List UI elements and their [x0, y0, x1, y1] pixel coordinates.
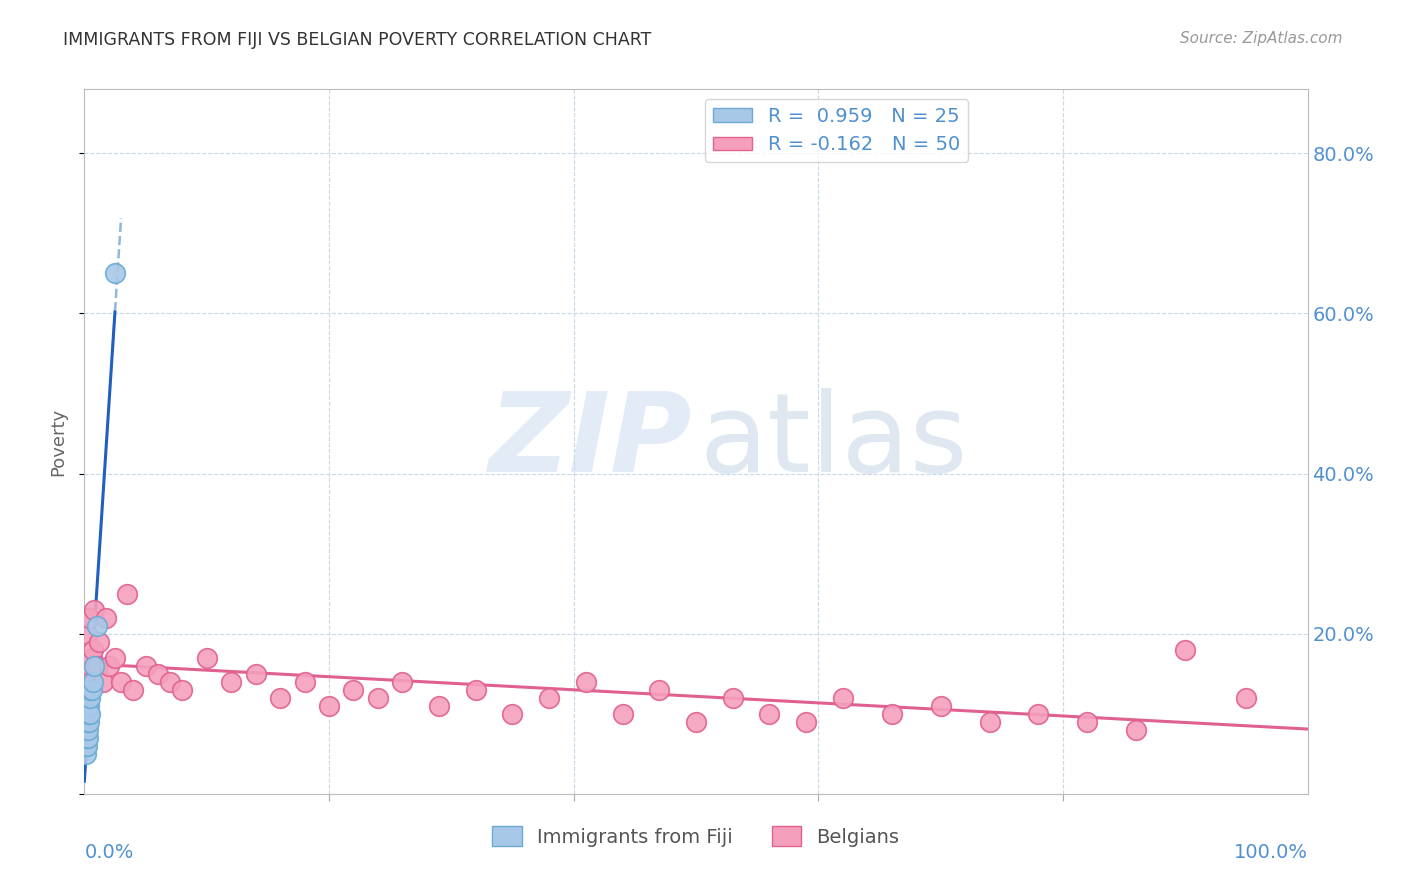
Point [79, 682, 101, 697]
Point [75, 747, 97, 761]
Point [502, 706, 524, 721]
Point [76, 626, 98, 640]
Point [96, 610, 118, 624]
Point [77, 698, 100, 713]
Point [104, 650, 127, 665]
Point [77, 610, 100, 624]
Point [77, 698, 100, 713]
Point [1125, 723, 1147, 737]
Point [929, 698, 952, 713]
Point [76, 714, 98, 729]
Point [391, 674, 413, 689]
Point [83, 603, 105, 617]
Point [76, 723, 98, 737]
Point [648, 682, 671, 697]
Point [77, 723, 100, 737]
Point [79, 690, 101, 705]
Point [75, 739, 97, 753]
Point [75, 690, 97, 705]
Point [77, 714, 100, 729]
Point [146, 666, 169, 681]
Point [612, 706, 634, 721]
Point [1174, 642, 1197, 657]
Point [76, 739, 98, 753]
Point [80, 682, 103, 697]
Point [79, 674, 101, 689]
Point [758, 706, 780, 721]
Text: 100.0%: 100.0% [1233, 843, 1308, 863]
Legend: Immigrants from Fiji, Belgians: Immigrants from Fiji, Belgians [485, 819, 907, 855]
Point [831, 690, 853, 705]
Point [86, 618, 108, 632]
Point [77, 714, 100, 729]
Text: Source: ZipAtlas.com: Source: ZipAtlas.com [1180, 31, 1343, 46]
Point [1076, 714, 1098, 729]
Point [538, 690, 561, 705]
Point [794, 714, 817, 729]
Point [342, 682, 364, 697]
Text: ZIP: ZIP [489, 388, 692, 495]
Point [80, 650, 103, 665]
Point [77, 690, 100, 705]
Point [77, 706, 100, 721]
Point [77, 706, 100, 721]
Text: IMMIGRANTS FROM FIJI VS BELGIAN POVERTY CORRELATION CHART: IMMIGRANTS FROM FIJI VS BELGIAN POVERTY … [63, 31, 651, 49]
Y-axis label: Poverty: Poverty [49, 408, 67, 475]
Point [294, 674, 316, 689]
Point [77, 731, 100, 745]
Point [135, 658, 157, 673]
Point [82, 674, 104, 689]
Point [87, 634, 110, 648]
Point [367, 690, 389, 705]
Point [122, 682, 145, 697]
Point [318, 698, 340, 713]
Point [427, 698, 450, 713]
Point [269, 690, 291, 705]
Point [880, 706, 903, 721]
Point [685, 714, 707, 729]
Point [97, 658, 120, 673]
Text: atlas: atlas [700, 388, 969, 495]
Point [219, 674, 242, 689]
Point [115, 587, 138, 601]
Point [76, 706, 98, 721]
Point [76, 731, 98, 745]
Point [86, 658, 108, 673]
Point [1028, 706, 1050, 721]
Point [77, 666, 100, 681]
Point [195, 650, 218, 665]
Text: 0.0%: 0.0% [84, 843, 134, 863]
Point [79, 706, 101, 721]
Point [159, 674, 181, 689]
Point [464, 682, 486, 697]
Point [75, 731, 97, 745]
Point [575, 674, 598, 689]
Point [1236, 690, 1258, 705]
Point [104, 266, 127, 280]
Point [91, 674, 114, 689]
Point [110, 674, 132, 689]
Point [721, 690, 744, 705]
Point [172, 682, 194, 697]
Point [82, 642, 104, 657]
Point [979, 714, 1001, 729]
Point [83, 658, 105, 673]
Point [245, 666, 267, 681]
